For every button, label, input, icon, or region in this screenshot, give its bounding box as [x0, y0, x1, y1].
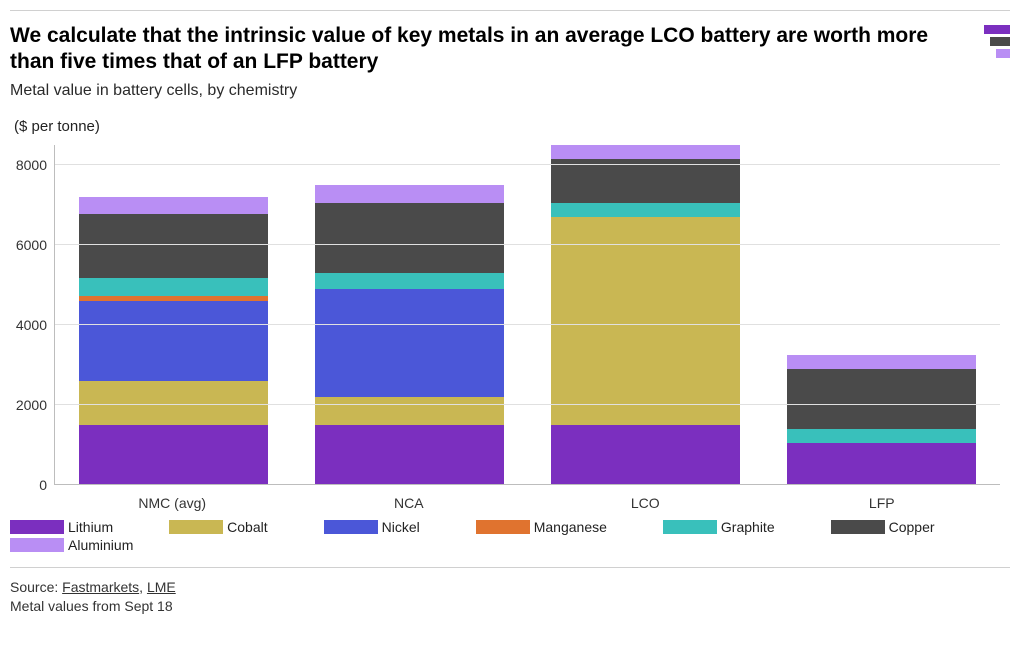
legend-label: Aluminium [68, 537, 133, 553]
x-axis-label: NMC (avg) [54, 491, 291, 515]
x-axis-label: LFP [764, 491, 1001, 515]
bar-segment [79, 214, 268, 278]
legend-item: Graphite [663, 519, 775, 535]
grid-line [55, 484, 1000, 485]
grid-line [55, 404, 1000, 405]
bar-segment [551, 145, 740, 159]
legend-item: Aluminium [10, 537, 133, 553]
y-tick-label: 8000 [16, 157, 55, 173]
bar-segment [551, 159, 740, 203]
stacked-bar [551, 145, 740, 485]
grid-line [55, 244, 1000, 245]
legend-swatch-icon [10, 538, 64, 552]
bar-segment [79, 197, 268, 214]
x-axis-label: LCO [527, 491, 764, 515]
x-axis-labels: NMC (avg)NCALCOLFP [54, 491, 1000, 515]
legend-swatch-icon [324, 520, 378, 534]
bar-segment [787, 429, 976, 443]
source-link[interactable]: Fastmarkets [62, 579, 139, 595]
plot-region: 02000400060008000 [54, 145, 1000, 485]
legend-swatch-icon [476, 520, 530, 534]
legend-item: Nickel [324, 519, 420, 535]
chart-footer: Source: Fastmarkets, LME Metal values fr… [10, 578, 1010, 617]
bar-segment [79, 278, 268, 296]
chart-title: We calculate that the intrinsic value of… [10, 23, 962, 76]
legend-swatch-icon [663, 520, 717, 534]
bar-segment [315, 289, 504, 397]
bar-column [291, 145, 527, 485]
y-tick-label: 4000 [16, 317, 55, 333]
bar-column [55, 145, 291, 485]
chart-container: We calculate that the intrinsic value of… [0, 0, 1020, 650]
bar-segment [315, 273, 504, 289]
bar-segment [551, 217, 740, 425]
stacked-bar [315, 185, 504, 485]
legend-label: Graphite [721, 519, 775, 535]
legend-item: Cobalt [169, 519, 267, 535]
y-tick-label: 0 [39, 477, 55, 493]
y-tick-label: 6000 [16, 237, 55, 253]
bar-segment [79, 381, 268, 425]
legend-label: Copper [889, 519, 935, 535]
bar-segment [79, 301, 268, 381]
bar-segment [787, 443, 976, 485]
chart-area: 02000400060008000 NMC (avg)NCALCOLFP [54, 145, 1000, 515]
footer-source-line: Source: Fastmarkets, LME [10, 578, 1010, 598]
bar-segment [79, 425, 268, 485]
grid-line [55, 164, 1000, 165]
footer-note: Metal values from Sept 18 [10, 597, 1010, 617]
source-separator: , [139, 579, 147, 595]
source-link[interactable]: LME [147, 579, 176, 595]
legend-swatch-icon [10, 520, 64, 534]
bar-segment [551, 203, 740, 217]
grid-line [55, 324, 1000, 325]
top-rule [10, 10, 1010, 11]
header-row: We calculate that the intrinsic value of… [10, 23, 1010, 82]
y-axis-title: ($ per tonne) [14, 118, 1010, 135]
stacked-bar [79, 197, 268, 485]
bar-segment [315, 397, 504, 425]
source-label: Source: [10, 579, 62, 595]
bar-segment [787, 369, 976, 429]
chart-subtitle: Metal value in battery cells, by chemist… [10, 82, 1010, 100]
bar-segment [315, 203, 504, 273]
brand-logo-icon [978, 25, 1010, 64]
bar-segment [551, 425, 740, 485]
legend-swatch-icon [169, 520, 223, 534]
legend-item: Manganese [476, 519, 607, 535]
legend-label: Manganese [534, 519, 607, 535]
legend: Lithium Cobalt Nickel Manganese Graphite Copp… [10, 519, 1010, 555]
legend-label: Nickel [382, 519, 420, 535]
bar-segment [787, 355, 976, 369]
y-tick-label: 2000 [16, 397, 55, 413]
bars-group [55, 145, 1000, 485]
legend-label: Lithium [68, 519, 113, 535]
source-links: Fastmarkets, LME [62, 579, 176, 595]
legend-item: Copper [831, 519, 935, 535]
bar-column [764, 145, 1000, 485]
bar-segment [315, 185, 504, 203]
legend-swatch-icon [831, 520, 885, 534]
bar-segment [315, 425, 504, 485]
x-axis-label: NCA [291, 491, 528, 515]
legend-item: Lithium [10, 519, 113, 535]
bottom-rule [10, 567, 1010, 568]
legend-label: Cobalt [227, 519, 267, 535]
bar-column [528, 145, 764, 485]
stacked-bar [787, 355, 976, 485]
